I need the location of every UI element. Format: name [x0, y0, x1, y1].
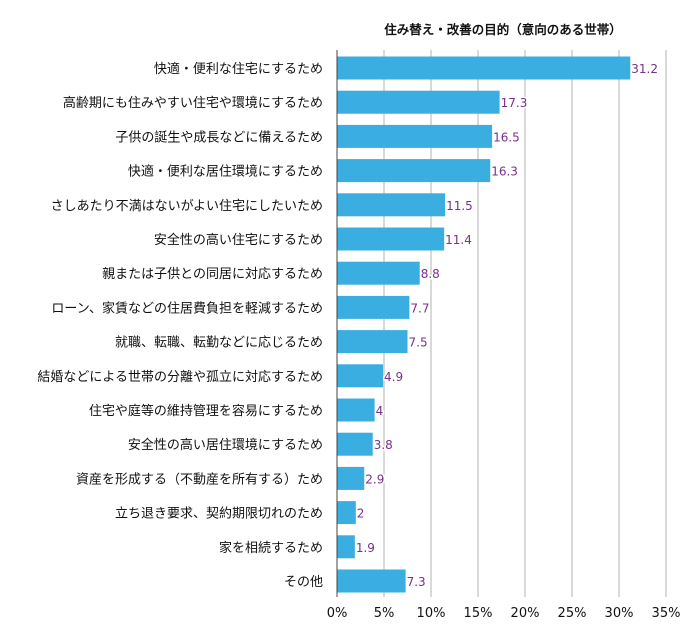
bar: [337, 569, 406, 593]
category-label: 快適・便利な居住環境にするため: [128, 164, 323, 180]
data-label: 31.2: [631, 62, 658, 76]
data-label: 11.5: [446, 199, 473, 213]
data-label: 2.9: [365, 472, 384, 486]
data-label: 2: [357, 507, 365, 521]
x-tick-label: 15%: [464, 606, 493, 621]
bar: [337, 432, 373, 456]
data-label: 17.3: [501, 96, 528, 110]
bar: [337, 364, 384, 388]
category-label: その他: [284, 575, 323, 590]
category-label: さしあたり不満はないがよい住宅にしたいため: [51, 199, 323, 214]
category-label: 安全性の高い住宅にするため: [154, 232, 323, 248]
x-tick-label: 30%: [605, 606, 634, 621]
x-tick-label: 0%: [327, 606, 348, 621]
bar: [337, 466, 365, 490]
bar: [337, 261, 420, 285]
category-label: 家を相続するため: [219, 540, 323, 556]
data-label: 3.8: [374, 438, 393, 452]
bar: [337, 535, 355, 559]
category-label: 就職、転職、転勤などに応じるため: [115, 336, 323, 351]
category-label: 快適・便利な住宅にするため: [154, 61, 323, 77]
bar: [337, 330, 408, 354]
x-tick-label: 20%: [511, 606, 540, 621]
category-label: 住宅や庭等の維持管理を容易にするため: [89, 403, 323, 419]
x-tick-label: 10%: [417, 606, 446, 621]
data-label: 4: [376, 404, 384, 418]
bar: [337, 124, 493, 148]
x-tick-label: 35%: [652, 606, 681, 621]
data-label: 7.7: [410, 301, 429, 315]
bar: [337, 193, 446, 217]
bar: [337, 56, 631, 80]
bar: [337, 501, 356, 525]
x-tick-label: 5%: [374, 606, 395, 621]
data-label: 7.5: [409, 336, 428, 350]
category-label: 立ち退き要求、契約期限切れのため: [115, 507, 323, 522]
bar: [337, 295, 410, 319]
category-label: 資産を形成する（不動産を所有する）ため: [76, 471, 323, 487]
category-label: 高齢期にも住みやすい住宅や環境にするため: [63, 95, 323, 111]
bar: [337, 398, 375, 422]
data-label: 16.5: [493, 130, 520, 144]
category-label: 子供の誕生や成長などに備えるため: [115, 129, 323, 145]
category-label: 結婚などによる世帯の分離や孤立に対応するため: [37, 370, 323, 385]
data-label: 16.3: [491, 165, 518, 179]
category-label: 安全性の高い居住環境にするため: [128, 437, 323, 453]
bar: [337, 90, 500, 114]
data-label: 4.9: [384, 370, 403, 384]
bar: [337, 227, 445, 251]
data-label: 11.4: [445, 233, 472, 247]
bar: [337, 159, 491, 183]
x-tick-label: 25%: [558, 606, 587, 621]
data-label: 7.3: [407, 575, 426, 589]
category-label: ローン、家賃などの住居費負担を軽減するため: [51, 300, 323, 316]
data-label: 1.9: [356, 541, 375, 555]
chart-title: 住み替え・改善の目的（意向のある世帯）: [384, 22, 622, 37]
category-label: 親または子供との同居に対応するため: [102, 267, 323, 282]
data-label: 8.8: [421, 267, 440, 281]
